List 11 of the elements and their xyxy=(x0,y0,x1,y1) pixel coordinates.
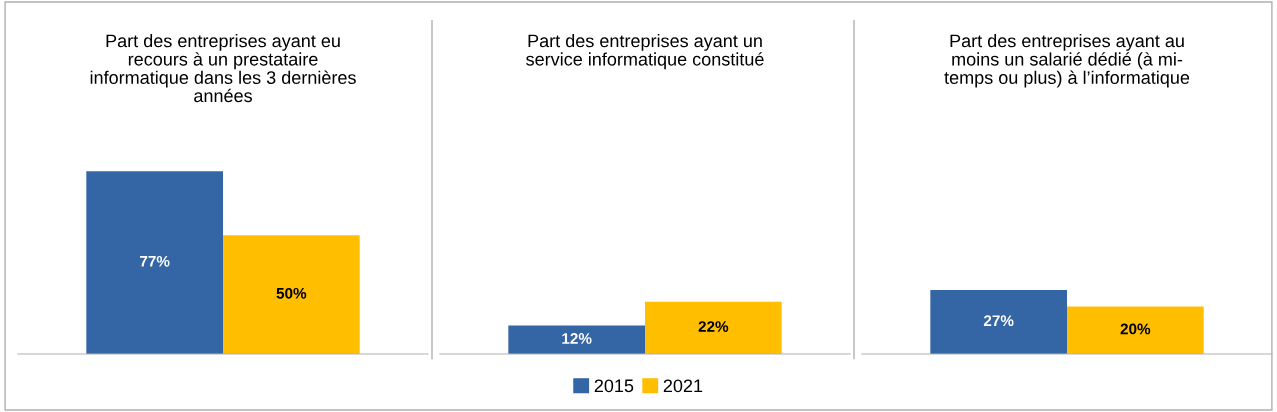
data-label: 12% xyxy=(562,333,592,344)
chart-title: Part des entreprises ayant eu recours à un prestataire informatique dans les 3 dernières années xyxy=(90,34,356,103)
legend-label: 2021 xyxy=(663,379,703,393)
chart-title: Part des entreprises ayant un service informatique constitué xyxy=(526,34,764,70)
data-label: 50% xyxy=(276,287,307,299)
legend-label: 2015 xyxy=(594,379,634,393)
data-label: 27% xyxy=(983,315,1014,327)
chart-title: Part des entreprises ayant au moins un salarié dédié (à mi- temps ou plus) à l’informatique xyxy=(944,34,1190,88)
data-label: 22% xyxy=(698,321,729,332)
data-label: 20% xyxy=(1120,323,1151,335)
data-label: 77% xyxy=(140,255,170,267)
